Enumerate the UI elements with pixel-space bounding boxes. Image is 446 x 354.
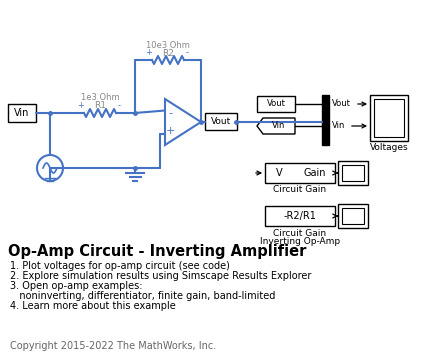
Text: -: -: [186, 48, 189, 57]
Text: +: +: [78, 101, 84, 110]
Text: V: V: [276, 168, 282, 178]
Text: Op-Amp Circuit - Inverting Amplifier: Op-Amp Circuit - Inverting Amplifier: [8, 244, 306, 259]
Text: -: -: [117, 101, 120, 110]
Text: 2. Explore simulation results using Simscape Results Explorer: 2. Explore simulation results using Sims…: [10, 271, 311, 281]
Bar: [257, 96, 295, 112]
Text: 1e3 Ohm: 1e3 Ohm: [81, 92, 120, 102]
Bar: [265, 206, 335, 226]
Text: Vout: Vout: [267, 99, 285, 108]
Text: Gain: Gain: [304, 168, 326, 178]
Text: 1. Plot voltages for op-amp circuit (see code): 1. Plot voltages for op-amp circuit (see…: [10, 261, 230, 271]
Polygon shape: [257, 118, 295, 134]
Text: +: +: [165, 126, 175, 136]
Text: -R2/R1: -R2/R1: [284, 211, 317, 221]
Text: Vin: Vin: [14, 108, 30, 118]
Text: Vin: Vin: [332, 121, 345, 131]
Text: noninverting, differentiator, finite gain, band-limited: noninverting, differentiator, finite gai…: [10, 291, 275, 301]
Text: Circuit Gain: Circuit Gain: [273, 185, 326, 194]
Text: Circuit Gain: Circuit Gain: [273, 228, 326, 238]
Text: Voltages: Voltages: [370, 143, 408, 153]
Bar: [342, 165, 364, 181]
Text: -: -: [168, 108, 172, 118]
Text: 4. Learn more about this example: 4. Learn more about this example: [10, 301, 176, 311]
Bar: [205, 113, 237, 130]
Text: Inverting Op-Amp: Inverting Op-Amp: [260, 236, 340, 246]
Bar: [338, 204, 368, 228]
Text: 3. Open op-amp examples:: 3. Open op-amp examples:: [10, 281, 143, 291]
Text: R2: R2: [162, 48, 174, 57]
Bar: [8, 104, 36, 122]
Bar: [322, 95, 329, 145]
Text: Vin: Vin: [273, 121, 286, 131]
Text: Copyright 2015-2022 The MathWorks, Inc.: Copyright 2015-2022 The MathWorks, Inc.: [10, 341, 216, 351]
Text: Vout: Vout: [332, 99, 351, 108]
Bar: [338, 161, 368, 185]
Text: +: +: [145, 48, 153, 57]
Bar: [370, 95, 408, 141]
Bar: [265, 163, 335, 183]
Text: Vout: Vout: [211, 117, 231, 126]
Bar: [374, 99, 404, 137]
Text: R1: R1: [94, 101, 106, 109]
Text: 10e3 Ohm: 10e3 Ohm: [146, 41, 190, 51]
Bar: [342, 208, 364, 224]
